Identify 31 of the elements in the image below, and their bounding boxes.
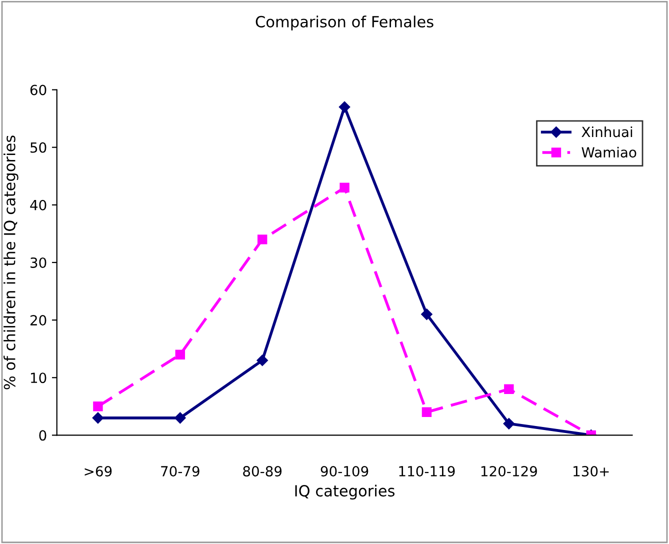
point (422, 407, 432, 418)
y-tick-label: 20 (30, 315, 46, 326)
y-tick-label: 0 (39, 430, 46, 441)
x-tick-label: 110-119 (399, 466, 455, 477)
y-tick-label: 40 (30, 200, 46, 210)
x-tick-label: 90-109 (320, 466, 368, 477)
x-tick-label: 120-129 (481, 466, 537, 477)
x-tick-label: 80-89 (243, 466, 282, 477)
point (340, 182, 350, 192)
point (257, 234, 268, 244)
chart-title: Comparison of Females (256, 16, 434, 30)
point (174, 412, 186, 424)
point (93, 402, 103, 412)
legend-label: Wamiao (582, 146, 636, 158)
x-tick-label: >69 (84, 466, 112, 477)
y-tick-label: 10 (30, 372, 46, 384)
x-tick-label: 70-79 (161, 466, 200, 477)
x-tick-label: 130+ (574, 466, 609, 477)
point (92, 412, 104, 424)
y-tick-label: 30 (30, 257, 46, 268)
x-axis-title: IQ categories (295, 484, 395, 500)
point (256, 354, 268, 366)
y-tick-label: 50 (30, 142, 46, 153)
legend-label: Xinhuai (582, 126, 632, 138)
y-tick-label: 60 (30, 84, 46, 96)
point (175, 350, 186, 360)
point (503, 418, 515, 430)
point (338, 101, 350, 113)
point (421, 308, 432, 320)
point (504, 384, 514, 394)
y-axis-title: % of children in the IQ categories (4, 136, 18, 390)
